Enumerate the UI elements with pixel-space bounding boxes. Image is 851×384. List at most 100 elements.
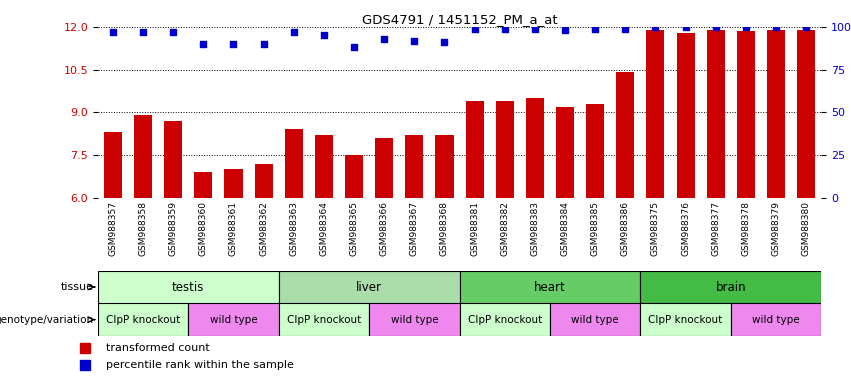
- Bar: [315, 135, 333, 198]
- Point: [799, 24, 813, 30]
- Bar: [586, 104, 604, 198]
- Text: GSM988365: GSM988365: [350, 202, 358, 257]
- Point: [106, 29, 120, 35]
- Bar: [616, 73, 634, 198]
- Text: tissue: tissue: [60, 282, 94, 292]
- Text: GSM988381: GSM988381: [470, 202, 479, 257]
- Text: GSM988376: GSM988376: [681, 202, 690, 257]
- Point: [437, 39, 451, 45]
- Text: heart: heart: [534, 281, 566, 293]
- Text: wild type: wild type: [209, 314, 257, 325]
- Bar: [731, 303, 821, 336]
- Text: GSM988364: GSM988364: [319, 202, 328, 256]
- Bar: [405, 135, 423, 198]
- Text: GSM988383: GSM988383: [530, 202, 540, 257]
- Point: [377, 36, 391, 42]
- Point: [287, 29, 300, 35]
- Text: GSM988357: GSM988357: [108, 202, 117, 257]
- Bar: [640, 303, 731, 336]
- Bar: [194, 172, 213, 198]
- Text: GSM988360: GSM988360: [199, 202, 208, 257]
- Bar: [495, 101, 514, 198]
- Text: GSM988362: GSM988362: [260, 202, 268, 256]
- Point: [588, 25, 602, 31]
- Bar: [134, 115, 152, 198]
- Text: GSM988386: GSM988386: [621, 202, 630, 257]
- Text: wild type: wild type: [571, 314, 619, 325]
- Point: [347, 44, 361, 50]
- Bar: [225, 169, 243, 198]
- Point: [679, 24, 693, 30]
- Point: [769, 24, 783, 30]
- Text: GSM988378: GSM988378: [741, 202, 751, 257]
- Text: GSM988382: GSM988382: [500, 202, 509, 256]
- Bar: [647, 30, 665, 198]
- Text: ClpP knockout: ClpP knockout: [287, 314, 361, 325]
- Text: GSM988375: GSM988375: [651, 202, 660, 257]
- Text: ClpP knockout: ClpP knockout: [106, 314, 180, 325]
- Point: [226, 41, 240, 47]
- Bar: [164, 121, 182, 198]
- Bar: [254, 164, 272, 198]
- Bar: [526, 98, 544, 198]
- Point: [528, 25, 542, 31]
- Bar: [460, 303, 550, 336]
- Text: GSM988368: GSM988368: [440, 202, 449, 257]
- Bar: [737, 31, 755, 198]
- Bar: [797, 30, 815, 198]
- Bar: [375, 138, 393, 198]
- Text: GSM988367: GSM988367: [410, 202, 419, 257]
- Bar: [345, 155, 363, 198]
- Text: GSM988384: GSM988384: [561, 202, 569, 256]
- Text: GSM988380: GSM988380: [802, 202, 811, 257]
- Point: [257, 41, 271, 47]
- Text: GSM988359: GSM988359: [168, 202, 178, 257]
- Bar: [278, 271, 460, 303]
- Text: transformed count: transformed count: [106, 343, 210, 353]
- Point: [558, 27, 572, 33]
- Point: [408, 38, 421, 44]
- Point: [498, 25, 511, 31]
- Point: [739, 24, 752, 30]
- Point: [468, 25, 482, 31]
- Bar: [369, 303, 460, 336]
- Text: GSM988366: GSM988366: [380, 202, 389, 257]
- Bar: [188, 303, 278, 336]
- Bar: [556, 107, 574, 198]
- Bar: [550, 303, 640, 336]
- Bar: [465, 101, 483, 198]
- Point: [648, 24, 662, 30]
- Bar: [104, 132, 122, 198]
- Point: [197, 41, 210, 47]
- Text: GSM988377: GSM988377: [711, 202, 720, 257]
- Bar: [278, 303, 369, 336]
- Point: [619, 25, 632, 31]
- Text: GSM988361: GSM988361: [229, 202, 238, 257]
- Title: GDS4791 / 1451152_PM_a_at: GDS4791 / 1451152_PM_a_at: [362, 13, 557, 26]
- Bar: [98, 303, 188, 336]
- Text: brain: brain: [716, 281, 746, 293]
- Text: GSM988358: GSM988358: [139, 202, 147, 257]
- Text: GSM988363: GSM988363: [289, 202, 298, 257]
- Point: [167, 29, 180, 35]
- Text: genotype/variation: genotype/variation: [0, 314, 94, 325]
- Bar: [767, 30, 785, 198]
- Bar: [460, 271, 640, 303]
- Bar: [640, 271, 821, 303]
- Text: GSM988379: GSM988379: [772, 202, 780, 257]
- Bar: [706, 30, 725, 198]
- Text: wild type: wild type: [391, 314, 438, 325]
- Point: [136, 29, 150, 35]
- Point: [709, 24, 722, 30]
- Text: percentile rank within the sample: percentile rank within the sample: [106, 360, 294, 370]
- Bar: [98, 271, 278, 303]
- Text: ClpP knockout: ClpP knockout: [648, 314, 722, 325]
- Text: wild type: wild type: [752, 314, 800, 325]
- Text: ClpP knockout: ClpP knockout: [467, 314, 542, 325]
- Point: [317, 32, 331, 38]
- Bar: [677, 33, 694, 198]
- Text: GSM988385: GSM988385: [591, 202, 600, 257]
- Bar: [436, 135, 454, 198]
- Text: testis: testis: [172, 281, 204, 293]
- Bar: [285, 129, 303, 198]
